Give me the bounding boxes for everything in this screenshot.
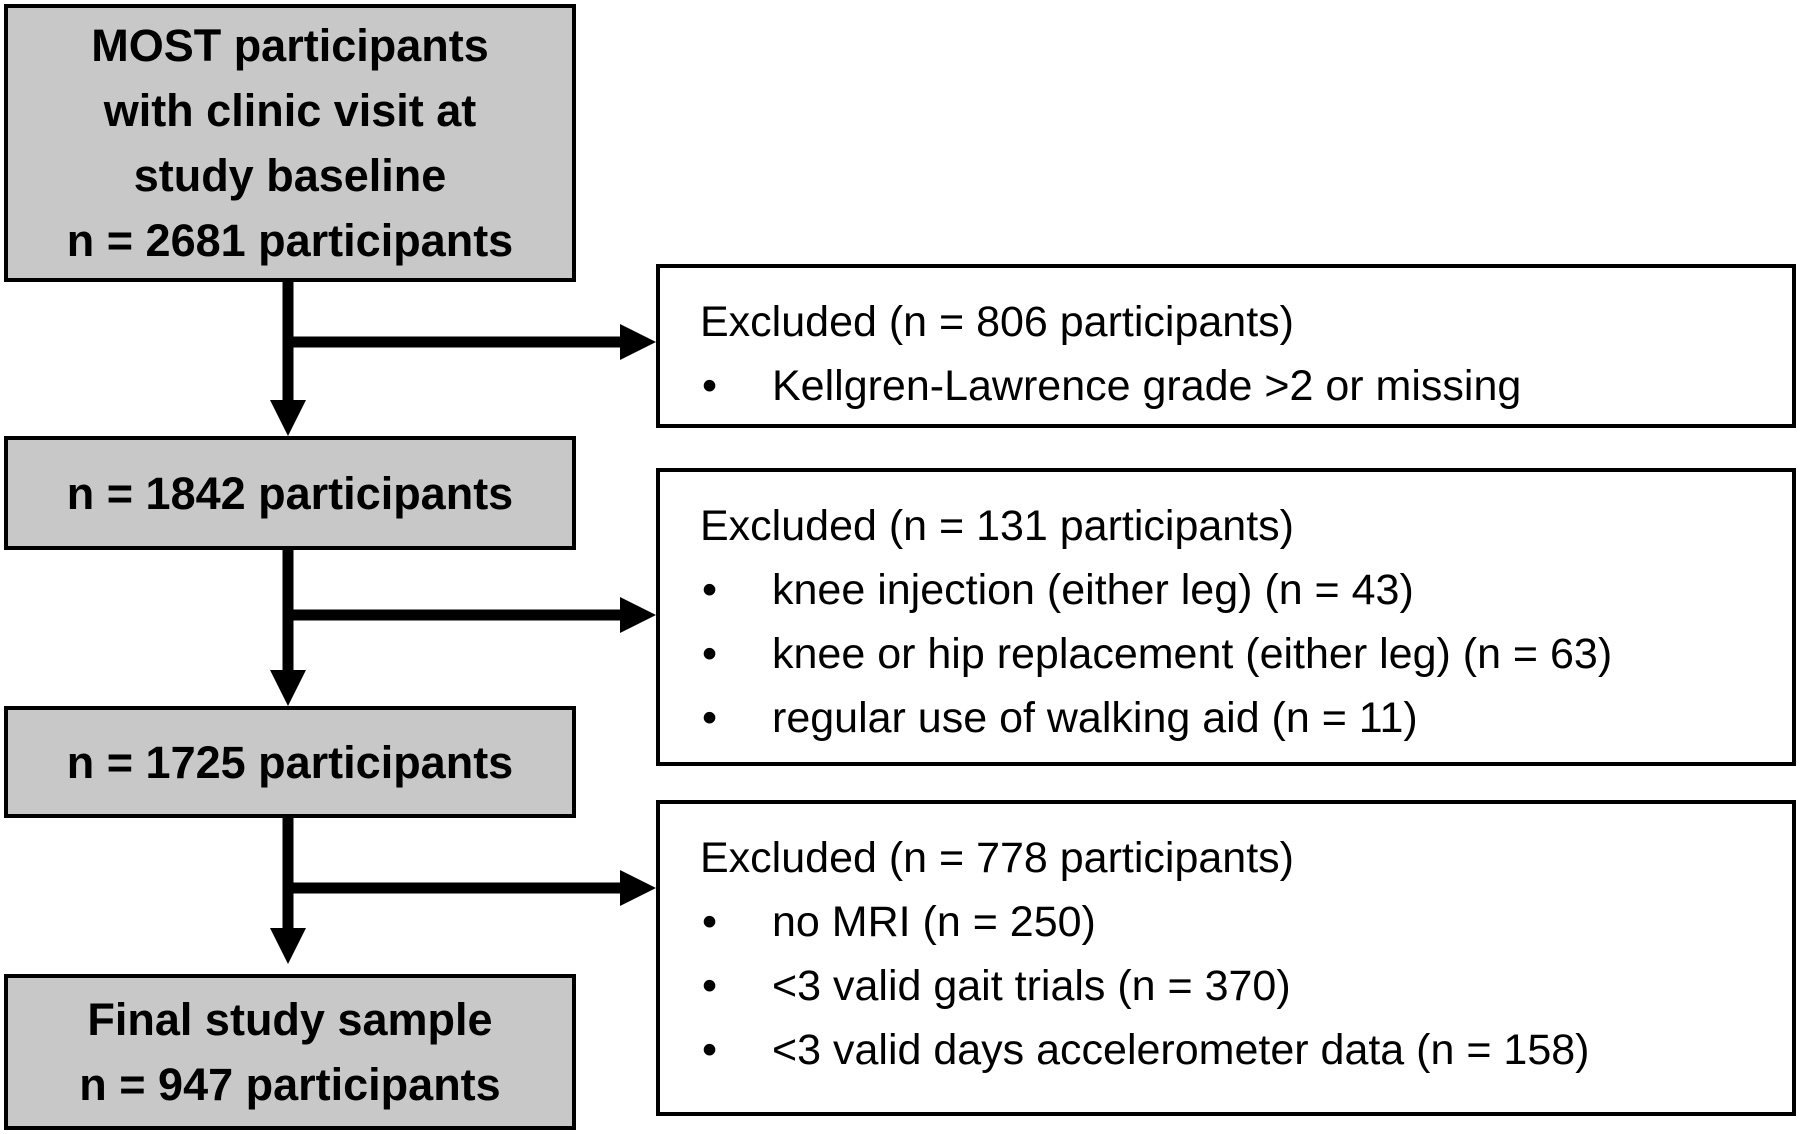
exclusion-heading: Excluded (n = 778 participants) [700,834,1294,882]
exclusion-item: • knee injection (either leg) (n = 43) [700,558,1792,622]
exclusion-box-3: Excluded (n = 778 participants) • no MRI… [656,800,1796,1116]
bullet: • [702,566,718,614]
arrow-right-1-head [620,324,656,360]
step-box-after-exclusions: n = 1725 participants [4,706,576,818]
exclusion-item-text: <3 valid days accelerometer data (n = 15… [772,1026,1590,1074]
exclusion-box-2: Excluded (n = 131 participants) • knee i… [656,468,1796,766]
arrow-right-3-head [620,870,656,906]
bullet: • [702,1026,718,1074]
step-line: n = 1842 participants [66,467,514,519]
exclusion-item-text: regular use of walking aid (n = 11) [772,694,1418,742]
exclusion-item: • no MRI (n = 250) [700,890,1792,954]
exclusion-item: • <3 valid gait trials (n = 370) [700,954,1792,1018]
step-line: study baseline [133,150,447,201]
exclusion-item-text: knee or hip replacement (either leg) (n … [772,630,1613,678]
arrow-down-1-head [270,400,306,436]
bullet: • [702,694,718,742]
exclusion-item-text: Kellgren-Lawrence grade >2 or missing [772,362,1522,410]
step-box-final-sample: Final study sample n = 947 participants [4,974,576,1130]
arrow-down-2-head [270,670,306,706]
exclusion-heading: Excluded (n = 131 participants) [700,502,1294,550]
bullet: • [702,362,718,410]
bullet: • [702,630,718,678]
bullet: • [702,962,718,1010]
bullet: • [702,898,718,946]
exclusion-item-text: knee injection (either leg) (n = 43) [772,566,1414,614]
step-line: n = 1725 participants [66,736,514,788]
exclusion-item-text: <3 valid gait trials (n = 370) [772,962,1291,1010]
step-line: MOST participants [91,20,489,71]
step-line: with clinic visit at [103,85,477,136]
exclusion-item: • <3 valid days accelerometer data (n = … [700,1018,1792,1082]
exclusion-item: • Kellgren-Lawrence grade >2 or missing [700,354,1792,418]
exclusion-heading: Excluded (n = 806 participants) [700,298,1294,346]
arrow-down-3-head [270,928,306,964]
step-box-after-kl: n = 1842 participants [4,436,576,550]
step-line: n = 947 participants [79,1059,501,1110]
step-line: Final study sample [87,994,493,1045]
step-box-baseline: MOST participants with clinic visit at s… [4,4,576,282]
exclusion-item-text: no MRI (n = 250) [772,898,1096,946]
step-line: n = 2681 participants [66,215,514,266]
arrow-right-2-head [620,597,656,633]
exclusion-box-1: Excluded (n = 806 participants) • Kellgr… [656,264,1796,428]
exclusion-item: • knee or hip replacement (either leg) (… [700,622,1792,686]
exclusion-item: • regular use of walking aid (n = 11) [700,686,1792,750]
